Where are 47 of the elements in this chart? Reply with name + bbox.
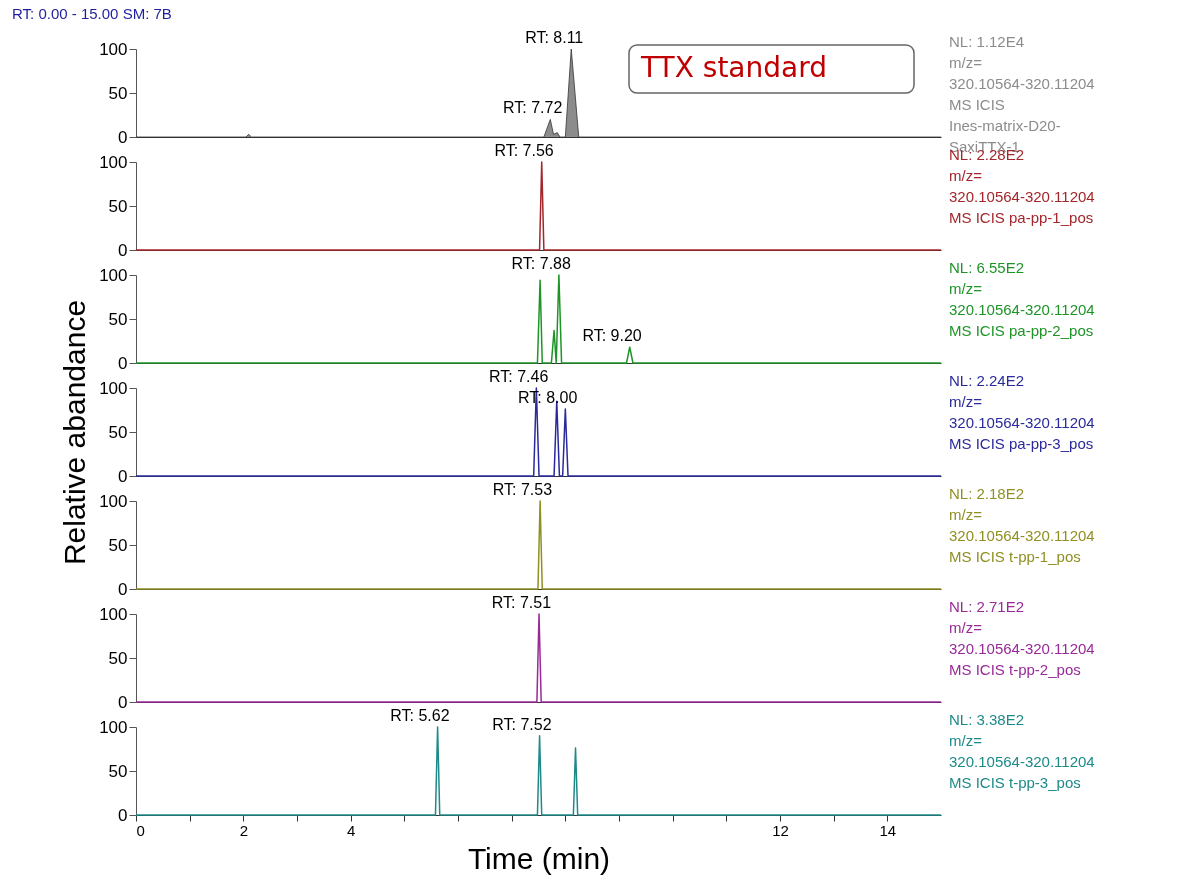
annotation: RT: 7.46 — [489, 368, 549, 385]
y-tick-label: 0 — [118, 805, 128, 825]
annotation: RT: 7.88 — [511, 255, 571, 272]
y-tick-label: 100 — [99, 152, 128, 172]
y-axis-title: Relative abandance — [58, 299, 92, 566]
y-tick-label: 0 — [118, 579, 128, 599]
y-tick-label: 50 — [108, 648, 128, 668]
text: NL: 6.55E2 m/z= 320.10564-320.11204 MS ICIS pa-pp-2_pos — [949, 259, 1095, 339]
chart-title: RT: 0.00 - 15.00 SM: 7B — [12, 5, 172, 22]
line-series — [135, 387, 942, 477]
annotation: RT: 7.52 — [492, 715, 552, 733]
y-tick-label: 0 — [118, 353, 128, 373]
y-tick-label: 100 — [99, 378, 128, 398]
annotation: RT: 7.56 — [494, 142, 554, 159]
text: NL: 2.71E2 m/z= 320.10564-320.11204 MS ICIS t-pp-2_pos — [949, 598, 1095, 678]
line-series — [135, 274, 942, 364]
y-tick-label: 0 — [118, 127, 128, 147]
annotation: RT: 7.51 — [491, 594, 552, 611]
x-tick-label: 12 — [772, 821, 789, 839]
y-tick-label: 0 — [118, 466, 128, 486]
y-tick-label: 50 — [108, 309, 128, 329]
y-tick-label: 100 — [99, 491, 128, 511]
y-tick-label: 50 — [108, 535, 128, 555]
y-tick-label: 100 — [99, 265, 128, 285]
annotation: RT: 7.53 — [492, 481, 553, 498]
annotation: TTX standard — [640, 51, 827, 84]
y-tick-label: 50 — [108, 83, 128, 103]
annotation: RT: 5.62 — [390, 707, 450, 724]
x-tick-label: 0 — [136, 821, 145, 839]
y-tick-label: 0 — [118, 692, 128, 712]
y-tick-label: 50 — [108, 761, 128, 781]
x-axis-title: Time (min) — [467, 841, 611, 875]
text: NL: 2.18E2 m/z= 320.10564-320.11204 MS ICIS t-pp-1_pos — [949, 485, 1095, 565]
x-tick-label: 4 — [346, 821, 356, 839]
y-tick-label: 100 — [99, 717, 128, 737]
text: NL: 2.24E2 m/z= 320.10564-320.11204 MS ICIS pa-pp-3_pos — [949, 372, 1095, 452]
y-tick-label: 0 — [118, 240, 128, 260]
annotation: RT: 8.11 — [525, 29, 584, 46]
y-tick-label: 100 — [99, 604, 128, 624]
annotation: RT: 9.20 — [582, 327, 642, 345]
y-tick-label: 50 — [108, 422, 128, 442]
y-tick-label: 100 — [99, 39, 128, 59]
x-tick-label: 2 — [239, 821, 249, 839]
x-tick-label: 14 — [879, 821, 897, 839]
annotation: RT: 7.72 — [503, 99, 563, 117]
y-tick-label: 50 — [108, 196, 128, 216]
text: NL: 3.38E2 m/z= 320.10564-320.11204 MS ICIS t-pp-3_pos — [949, 711, 1095, 791]
